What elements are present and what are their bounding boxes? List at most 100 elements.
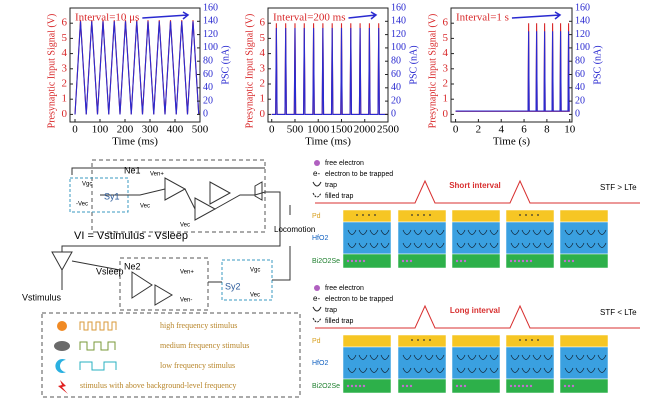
y-tick-label: 5	[260, 32, 266, 44]
trap	[575, 229, 585, 235]
layer	[559, 221, 609, 255]
trap	[413, 367, 423, 373]
trap	[489, 242, 499, 248]
bi-dot	[525, 384, 529, 388]
y2-tick-label: 100	[391, 42, 406, 53]
x-tick-label: 500	[192, 124, 209, 136]
trap	[543, 229, 553, 235]
bi-dot	[563, 259, 567, 263]
trap	[402, 354, 412, 360]
y-tick-label: 2	[443, 78, 449, 90]
trap-icon	[312, 306, 322, 312]
x-tick-label: 6	[521, 124, 527, 136]
y2-tick-label: 80	[203, 56, 213, 67]
trap	[532, 354, 542, 360]
bi-dot	[513, 384, 517, 388]
y-tick-label: 0	[260, 108, 266, 120]
bi-dot	[401, 259, 405, 263]
y2-tick-label: 20	[575, 95, 585, 106]
layer	[451, 346, 501, 380]
moon-icon	[55, 359, 66, 373]
y2-tick-label: 100	[203, 42, 218, 53]
trap	[435, 354, 445, 360]
bi-dot	[455, 384, 459, 388]
vstimulus-label: Vstimulus	[22, 292, 62, 302]
wave-icon	[79, 361, 117, 371]
bi-dot	[354, 384, 358, 388]
legend-text: high frequency stimulus	[160, 321, 237, 330]
trap	[489, 367, 499, 373]
bi-dot	[405, 259, 409, 263]
source	[51, 251, 73, 272]
trap	[575, 242, 585, 248]
interval-label: Long interval	[450, 306, 500, 315]
trap	[380, 367, 390, 373]
pin-label: Vec	[180, 223, 190, 229]
y2-tick-label: 140	[203, 16, 218, 27]
opamps	[131, 271, 173, 306]
x-tick-label: 0	[453, 124, 459, 136]
bi-dot	[459, 384, 463, 388]
layer	[451, 209, 501, 223]
layer	[397, 253, 447, 269]
y-tick-label: 2	[62, 78, 68, 90]
pd-dot	[417, 339, 419, 341]
trap	[456, 229, 466, 235]
x-axis-label: Time (ms)	[305, 136, 351, 148]
plot-frame	[267, 7, 389, 123]
bi-dot	[358, 384, 362, 388]
trap	[369, 242, 379, 248]
x-tick-label: 10	[564, 124, 576, 136]
layer	[451, 221, 501, 255]
trap	[564, 354, 574, 360]
trap	[532, 367, 542, 373]
y2-tick-label: 80	[575, 56, 585, 67]
y2-tick-label: 80	[391, 56, 401, 67]
sy2-box	[221, 259, 273, 301]
y2-tick-label: 40	[575, 82, 585, 93]
pd-dot	[531, 214, 533, 216]
bi-dot	[529, 384, 533, 388]
pin-label: Ven+	[180, 270, 194, 276]
ne1-label: Ne1	[124, 165, 141, 175]
trap	[424, 354, 434, 360]
trap	[532, 242, 542, 248]
trap	[489, 229, 499, 235]
pd-dot	[525, 339, 527, 341]
trap	[543, 242, 553, 248]
y2-tick-label: 20	[391, 95, 401, 106]
bi-dot	[463, 384, 467, 388]
legend-text: trap	[325, 182, 337, 189]
y-tick-label: 5	[62, 32, 68, 44]
x-tick-label: 1500	[330, 124, 353, 136]
interval-label: Short interval	[449, 181, 501, 190]
trap	[597, 354, 607, 360]
layer	[559, 346, 609, 380]
pulse-line	[315, 179, 640, 204]
trap	[521, 367, 531, 373]
trap	[586, 354, 596, 360]
bi-dot	[350, 259, 354, 263]
pd-dot	[423, 214, 425, 216]
pulse-line	[315, 304, 640, 329]
trap	[575, 367, 585, 373]
y-tick-label: 1	[62, 93, 68, 105]
bi-dot	[521, 384, 525, 388]
layer	[397, 346, 447, 380]
bi-dot	[409, 384, 413, 388]
layer	[397, 221, 447, 255]
trap	[380, 354, 390, 360]
y2-tick-label: 0	[203, 109, 208, 120]
y2-tick-label: 140	[391, 16, 406, 27]
y-tick-label: 4	[443, 47, 449, 59]
trap	[478, 367, 488, 373]
trap	[435, 229, 445, 235]
layer	[342, 346, 392, 380]
y-axis-label: Presynaptic Input Signal (V)	[427, 14, 438, 129]
y-tick-label: 4	[62, 47, 68, 59]
layer	[559, 209, 609, 223]
bi-dot	[350, 384, 354, 388]
layer-label: Bi2O2Se	[312, 258, 340, 265]
annotation: Interval=200 ms	[273, 12, 346, 24]
